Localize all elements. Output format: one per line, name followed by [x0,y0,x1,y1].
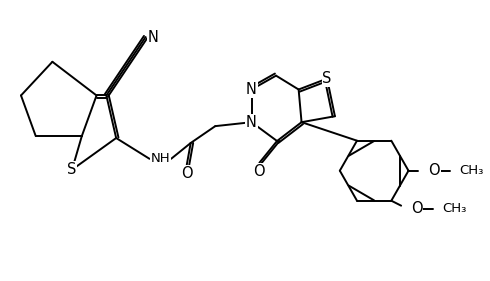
Text: O: O [411,201,423,216]
Text: O: O [428,163,440,178]
Text: N: N [246,115,257,130]
Text: O: O [181,166,193,181]
Text: CH₃: CH₃ [460,164,484,177]
Text: CH₃: CH₃ [442,202,466,215]
Text: N: N [246,82,257,97]
Text: O: O [253,164,265,179]
Text: S: S [322,71,332,86]
Text: N: N [148,30,159,44]
Text: NH: NH [150,152,170,165]
Text: S: S [67,162,77,177]
